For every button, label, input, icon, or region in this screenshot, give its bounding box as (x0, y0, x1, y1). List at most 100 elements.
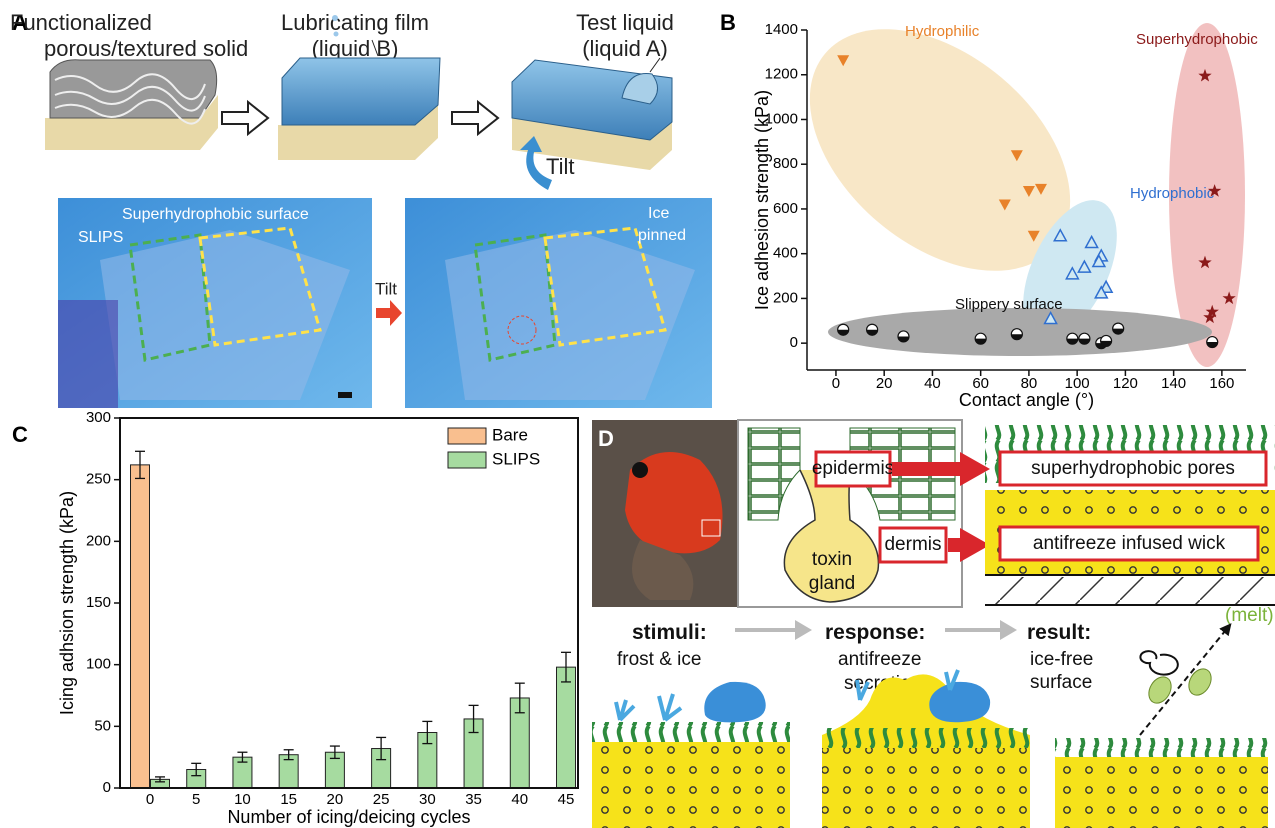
x-tick-label: 20 (327, 791, 344, 808)
step-label: porous/textured solid (44, 36, 248, 61)
handle (58, 300, 118, 408)
stage-label: stimuli: (632, 621, 707, 644)
x-tick-label: 20 (876, 375, 893, 392)
point (838, 324, 849, 335)
stage: stimuli (632, 621, 700, 644)
drop (334, 32, 339, 37)
stage-label: result: (1027, 621, 1091, 644)
x-tick-label: 40 (511, 791, 528, 808)
wind (1140, 651, 1177, 675)
x-tick-label: 120 (1113, 375, 1138, 392)
point (1011, 329, 1022, 340)
point (975, 333, 986, 344)
y-tick-label: 400 (773, 245, 798, 262)
frog-eye (632, 462, 648, 478)
stage-text: frost & ice (617, 649, 701, 670)
x-tick-label: 25 (373, 791, 390, 808)
x-tick-label: 140 (1161, 375, 1186, 392)
point (1101, 335, 1112, 346)
pores-strip (1055, 738, 1268, 757)
panel-label: D (598, 426, 614, 451)
frost (616, 694, 681, 720)
plot-frame (120, 418, 578, 788)
melt-drop (1184, 665, 1215, 699)
step-label: (liquid A) (582, 36, 668, 61)
x-tick-label: 80 (1021, 375, 1038, 392)
tilt-arrow (376, 300, 402, 326)
x-tick-label: 40 (924, 375, 941, 392)
x-tick-label: 15 (280, 791, 297, 808)
colon: : (1084, 621, 1091, 644)
y-axis-label: Ice adhesion strength (kPa) (752, 90, 772, 310)
x-tick-label: 160 (1209, 375, 1234, 392)
lubricated-solid (282, 58, 440, 125)
colon: : (700, 621, 707, 644)
drop (332, 15, 338, 21)
region-label: Superhydrophobic (1136, 31, 1258, 48)
wick-dots (1055, 757, 1268, 828)
bar (557, 667, 576, 788)
dermis-label: dermis (884, 534, 941, 555)
bar (131, 465, 150, 788)
step-label: (liquid B) (312, 36, 399, 61)
panel-label: C (12, 422, 28, 447)
region-label: Hydrophobic (1130, 185, 1215, 202)
step-label: Lubricating film (281, 10, 429, 35)
y-tick-label: 50 (94, 717, 111, 734)
melt-drop (1144, 673, 1175, 707)
x-tick-label: 30 (419, 791, 436, 808)
substrate (985, 577, 1275, 605)
step-label: Functionalized (10, 10, 152, 35)
stage-text: antifreeze (838, 649, 921, 670)
stage-text: surface (1030, 672, 1092, 693)
legend-label: SLIPS (492, 449, 540, 468)
scale-bar (338, 392, 352, 398)
photo-label: pinned (638, 227, 686, 244)
x-tick-label: 60 (972, 375, 989, 392)
y-tick-label: 600 (773, 200, 798, 217)
step-label: Test liquid (576, 10, 674, 35)
stage-text: ice-free (1030, 649, 1093, 670)
pores-label: superhydrophobic pores (1031, 458, 1235, 479)
y-tick-label: 200 (86, 532, 111, 549)
melt-label: (melt) (1225, 605, 1274, 626)
y-tick-label: 100 (86, 656, 111, 673)
legend-label: Bare (492, 425, 528, 444)
y-tick-label: 800 (773, 155, 798, 172)
pores-strip (592, 722, 790, 742)
colon: : (918, 621, 925, 644)
y-tick-label: 0 (103, 779, 111, 796)
point (898, 331, 909, 342)
y-tick-label: 200 (773, 289, 798, 306)
gray-arrow (735, 620, 812, 640)
point (1207, 337, 1218, 348)
stage: result (1027, 621, 1084, 644)
x-tick-label: 5 (192, 791, 200, 808)
arrow (452, 102, 498, 134)
photo-label: Superhydrophobic surface (122, 206, 309, 223)
gland-label: gland (809, 573, 856, 594)
epidermis-label: epidermis (812, 458, 894, 479)
tilt-label: Tilt (546, 154, 575, 179)
x-tick-label: 0 (832, 375, 840, 392)
panel-d: D toxin gland epidermis dermis superhydr… (592, 420, 1275, 828)
gray-arrow (945, 620, 1017, 640)
y-tick-label: 150 (86, 594, 111, 611)
point (1079, 333, 1090, 344)
region-label: Hydrophilic (905, 23, 980, 40)
y-tick-label: 0 (790, 334, 798, 351)
photo-label: SLIPS (78, 229, 123, 246)
dashed-arrow (1140, 625, 1230, 735)
ice-drop (704, 682, 765, 723)
panel-label: B (720, 10, 736, 35)
point (867, 324, 878, 335)
x-tick-label: 10 (234, 791, 251, 808)
panel-a: Functionalized porous/textured solid Lub… (10, 10, 712, 408)
y-tick-label: 250 (86, 471, 111, 488)
pores-strip (822, 728, 1030, 748)
legend-swatch (448, 428, 486, 444)
y-tick-label: 1200 (765, 66, 798, 83)
x-axis-label: Number of icing/deicing cycles (227, 807, 470, 827)
x-tick-label: 0 (146, 791, 154, 808)
stage-label: response: (825, 621, 925, 644)
